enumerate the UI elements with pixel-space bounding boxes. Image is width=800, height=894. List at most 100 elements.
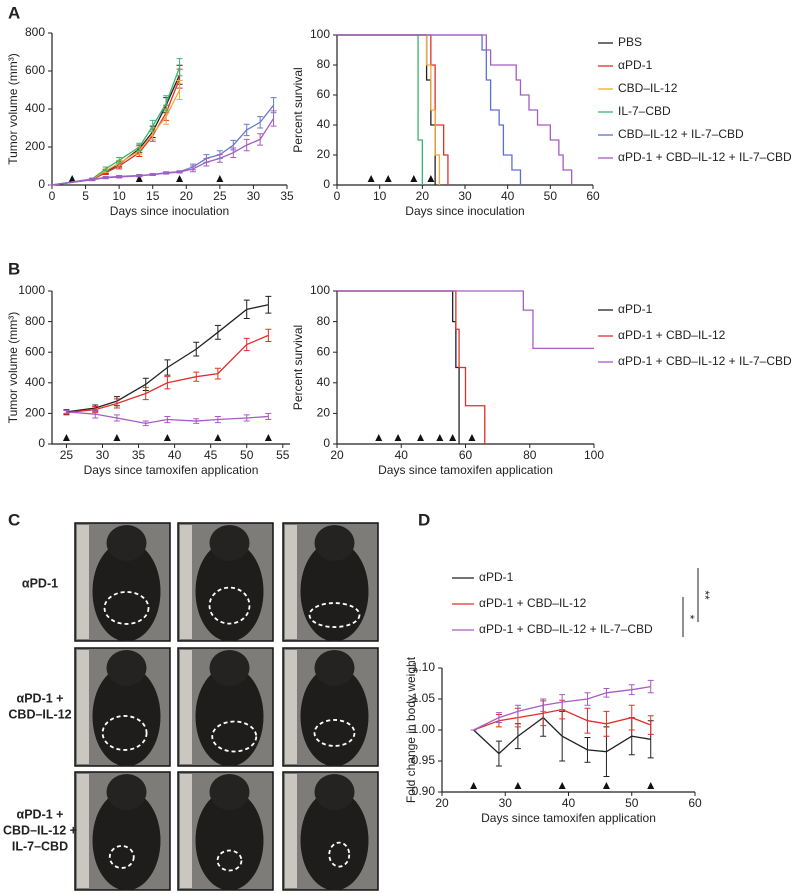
ruler	[77, 650, 89, 764]
survival-curve	[337, 34, 423, 185]
x-tick-label: 10	[373, 189, 387, 203]
treatment-arrow	[176, 175, 184, 182]
treatment-arrow	[214, 434, 222, 441]
mouse-body	[300, 541, 369, 642]
y-axis-label: Tumor volume (mm³)	[6, 53, 20, 165]
y-tick-label: 800	[25, 25, 45, 39]
tumor-outline	[108, 845, 135, 869]
x-tick-label: 100	[584, 448, 604, 462]
x-tick-label: 5	[82, 189, 89, 203]
ruler	[180, 650, 192, 764]
error-bar	[584, 707, 591, 734]
survival-curve	[337, 34, 436, 185]
error-bar	[584, 692, 591, 706]
x-tick-label: 20	[435, 796, 449, 810]
treatment-arrow	[68, 175, 76, 182]
treatment-arrow	[468, 434, 476, 441]
photo-grid	[74, 522, 379, 891]
error-bar	[89, 178, 96, 182]
survival-curve	[337, 34, 522, 185]
ruler	[180, 525, 192, 639]
x-tick-label: 45	[204, 448, 218, 462]
error-bar	[230, 147, 237, 158]
x-tick-label: 50	[240, 448, 254, 462]
tumor-outline	[308, 602, 361, 628]
error-bar	[647, 715, 654, 735]
y-tick-label: 0.95	[412, 753, 436, 767]
error-bar	[214, 324, 221, 340]
y-tick-label: 1.10	[412, 660, 436, 674]
treatment-arrow	[470, 782, 478, 789]
x-axis-label: Days since inoculation	[405, 204, 524, 218]
mouse-body	[195, 790, 264, 891]
y-tick-label: 40	[317, 117, 331, 131]
series-line	[66, 304, 269, 413]
legend-label: αPD-1 + CBD–IL-12 + IL-7–CBD	[618, 150, 792, 164]
error-bar	[584, 736, 591, 763]
y-tick-label: 600	[25, 344, 45, 358]
error-bar	[149, 173, 156, 176]
error-bar	[163, 95, 170, 112]
x-axis-label: Days since inoculation	[110, 204, 229, 218]
y-axis-label: Percent survival	[291, 67, 305, 152]
mouse-body	[195, 666, 264, 767]
treatment-arrow	[602, 782, 610, 789]
error-bar	[136, 142, 143, 152]
x-tick-label: 55	[276, 448, 290, 462]
treatment-arrow	[384, 175, 392, 182]
row-label: αPD-1 +	[17, 691, 64, 705]
mouse-head	[209, 525, 250, 561]
treatment-arrow	[436, 434, 444, 441]
treatment-arrow	[558, 782, 566, 789]
series-line	[51, 89, 181, 186]
error-bar	[142, 386, 149, 401]
legend-label: IL-7–CBD	[618, 104, 671, 118]
x-tick-label: 50	[625, 796, 639, 810]
mouse-head	[209, 650, 250, 686]
y-tick-label: 800	[25, 314, 45, 328]
error-bar	[243, 299, 250, 320]
axis-line	[336, 35, 593, 186]
error-bar	[265, 412, 272, 421]
error-bar	[136, 174, 143, 178]
tumor-outline	[313, 719, 356, 747]
error-bar	[190, 165, 196, 173]
legend-label: αPD-1	[479, 570, 514, 584]
y-axis-label: Tumor volume (mm³)	[6, 312, 20, 424]
treatment-arrow	[113, 434, 121, 441]
y-tick-label: 0	[38, 436, 45, 450]
error-bar	[265, 295, 272, 314]
treatment-arrow	[216, 175, 224, 182]
treatment-arrow	[647, 782, 655, 789]
y-tick-label: 100	[310, 283, 330, 297]
error-bar	[193, 371, 200, 382]
error-bar	[243, 138, 250, 152]
tumor-outline	[101, 715, 148, 751]
x-tick-label: 30	[458, 189, 472, 203]
survival-curve	[337, 290, 486, 444]
x-axis-label: Days since tamoxifen application	[481, 811, 656, 825]
x-tick-label: 40	[168, 448, 182, 462]
y-tick-label: 40	[317, 375, 331, 389]
y-axis-label: Fold change in body weight	[404, 656, 418, 803]
x-tick-label: 60	[586, 189, 600, 203]
x-tick-label: 35	[280, 189, 294, 203]
y-axis-label: Percent survival	[291, 325, 305, 410]
y-tick-label: 20	[317, 147, 331, 161]
treatment-arrow	[264, 434, 272, 441]
error-bar	[214, 367, 221, 380]
x-tick-label: 20	[416, 189, 430, 203]
legend-label: αPD-1 + CBD–IL-12	[479, 596, 587, 610]
legend-label: PBS	[618, 35, 642, 49]
legend-label: CBD–IL-12	[618, 81, 678, 95]
row-label: CBD–IL-12	[8, 707, 71, 721]
error-bar	[216, 154, 223, 163]
x-tick-label: 0	[49, 189, 56, 203]
panel-letter: B	[8, 259, 20, 278]
mouse-head	[314, 525, 355, 561]
mouse-body	[92, 541, 161, 642]
y-tick-label: 0	[323, 177, 330, 191]
mouse-body	[195, 541, 264, 642]
error-bar	[647, 679, 654, 694]
